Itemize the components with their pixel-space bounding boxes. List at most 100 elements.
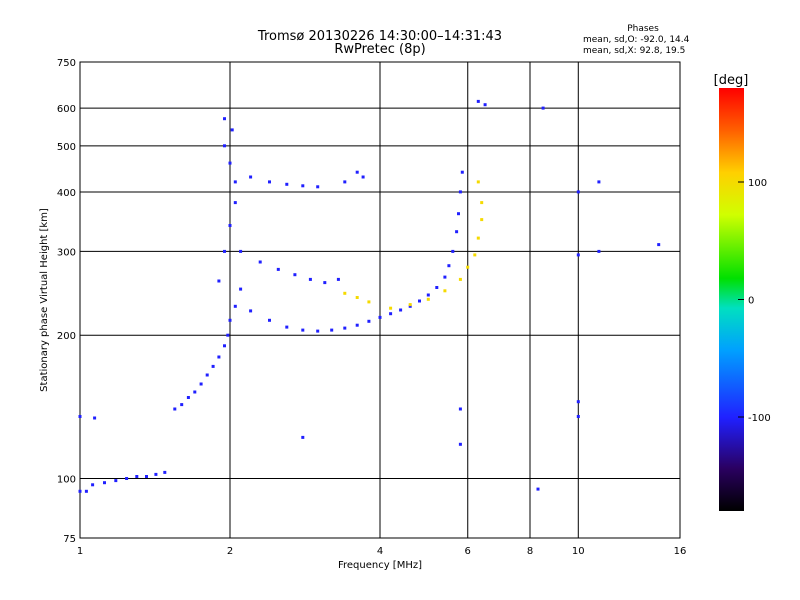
echo-point: [226, 333, 230, 337]
echo-point: [285, 182, 289, 186]
echo-point: [378, 315, 382, 319]
y-tick-label: 200: [57, 331, 76, 342]
echo-point: [228, 161, 232, 165]
echo-point: [114, 479, 118, 483]
echo-point: [576, 400, 580, 404]
echo-point: [84, 489, 88, 493]
echo-point: [199, 382, 203, 386]
echo-point: [316, 329, 320, 333]
echo-point: [418, 299, 421, 303]
chart-subtitle: RwPretec (8p): [334, 42, 425, 57]
echo-point: [355, 296, 359, 299]
echo-point: [336, 277, 340, 281]
echo-point: [223, 249, 226, 253]
echo-point: [451, 249, 455, 253]
echo-point: [457, 212, 460, 216]
echo-point: [536, 487, 540, 491]
echo-point: [476, 99, 480, 103]
echo-point: [343, 291, 347, 295]
echo-point: [316, 185, 320, 189]
echo-point: [455, 230, 459, 234]
echo-point: [186, 396, 190, 399]
echo-point: [576, 190, 580, 194]
echo-point: [223, 117, 226, 121]
echo-point: [323, 281, 327, 285]
echo-point: [597, 180, 601, 184]
echo-point: [230, 128, 234, 132]
x-axis-label: Frequency [MHz]: [338, 560, 422, 571]
data-points: [78, 99, 661, 493]
stats-line-x: mean, sd,X: 92.8, 19.5: [583, 46, 685, 56]
echo-point: [426, 297, 430, 301]
x-tick-label: 6: [465, 546, 471, 557]
echo-point: [78, 415, 82, 418]
echo-point: [435, 286, 439, 289]
echo-point: [408, 304, 412, 308]
echo-point: [447, 264, 451, 268]
y-tick-label: 600: [57, 104, 76, 115]
colorbar-label: [deg]: [714, 73, 749, 88]
echo-point: [466, 265, 470, 269]
echo-point: [125, 477, 129, 480]
x-tick-label: 8: [527, 546, 533, 557]
stats-heading: Phases: [627, 24, 659, 34]
echo-point: [458, 407, 462, 411]
echo-point: [223, 144, 226, 148]
echo-point: [657, 243, 661, 247]
echo-point: [239, 287, 243, 291]
echo-point: [217, 355, 221, 359]
echo-point: [443, 289, 447, 293]
echo-point: [135, 475, 139, 478]
echo-point: [389, 306, 393, 310]
colorbar-tick-label: -100: [748, 413, 771, 424]
echo-point: [330, 328, 334, 332]
echo-point: [480, 218, 484, 222]
echo-point: [301, 435, 305, 439]
echo-point: [389, 312, 393, 316]
echo-point: [145, 475, 148, 478]
echo-point: [258, 260, 262, 264]
echo-point: [268, 180, 271, 184]
x-tick-label: 16: [674, 546, 687, 557]
echo-point: [355, 323, 359, 327]
echo-point: [249, 175, 253, 179]
echo-point: [483, 103, 487, 107]
colorbar-tick-label: 0: [748, 296, 754, 307]
echo-point: [217, 279, 221, 283]
echo-point: [301, 184, 305, 188]
echo-point: [268, 318, 271, 322]
colorbar-ticks: 100 0 -100: [738, 178, 771, 424]
grid-lines: [80, 62, 680, 538]
x-tick-label: 10: [572, 546, 585, 557]
echo-point: [426, 293, 430, 297]
colorbar-tick-label: 100: [748, 178, 767, 189]
y-tick-label: 75: [63, 534, 76, 545]
echo-point: [180, 403, 184, 407]
echo-point: [78, 489, 82, 493]
echo-point: [367, 319, 371, 323]
echo-point: [576, 415, 580, 418]
echo-point: [480, 201, 484, 205]
echo-point: [293, 273, 297, 277]
x-tick-label: 2: [227, 546, 233, 557]
echo-point: [233, 304, 237, 308]
echo-point: [103, 481, 106, 485]
echo-point: [233, 180, 237, 184]
echo-point: [228, 224, 232, 227]
axis-ticks: 1 2 4 6 8 10 16 75 100 200 300 400 500 600 750: [57, 58, 686, 557]
echo-point: [458, 190, 462, 194]
stats-line-o: mean, sd,O: -92.0, 14.4: [583, 35, 690, 45]
echo-point: [91, 483, 95, 487]
y-tick-label: 300: [57, 247, 76, 258]
echo-point: [476, 180, 480, 184]
echo-point: [343, 180, 347, 184]
echo-point: [154, 472, 158, 476]
echo-point: [163, 470, 167, 474]
echo-point: [173, 407, 177, 411]
y-tick-label: 750: [57, 58, 76, 69]
echo-point: [541, 106, 545, 110]
echo-point: [408, 303, 412, 307]
echo-point: [476, 236, 480, 240]
echo-point: [473, 253, 477, 257]
